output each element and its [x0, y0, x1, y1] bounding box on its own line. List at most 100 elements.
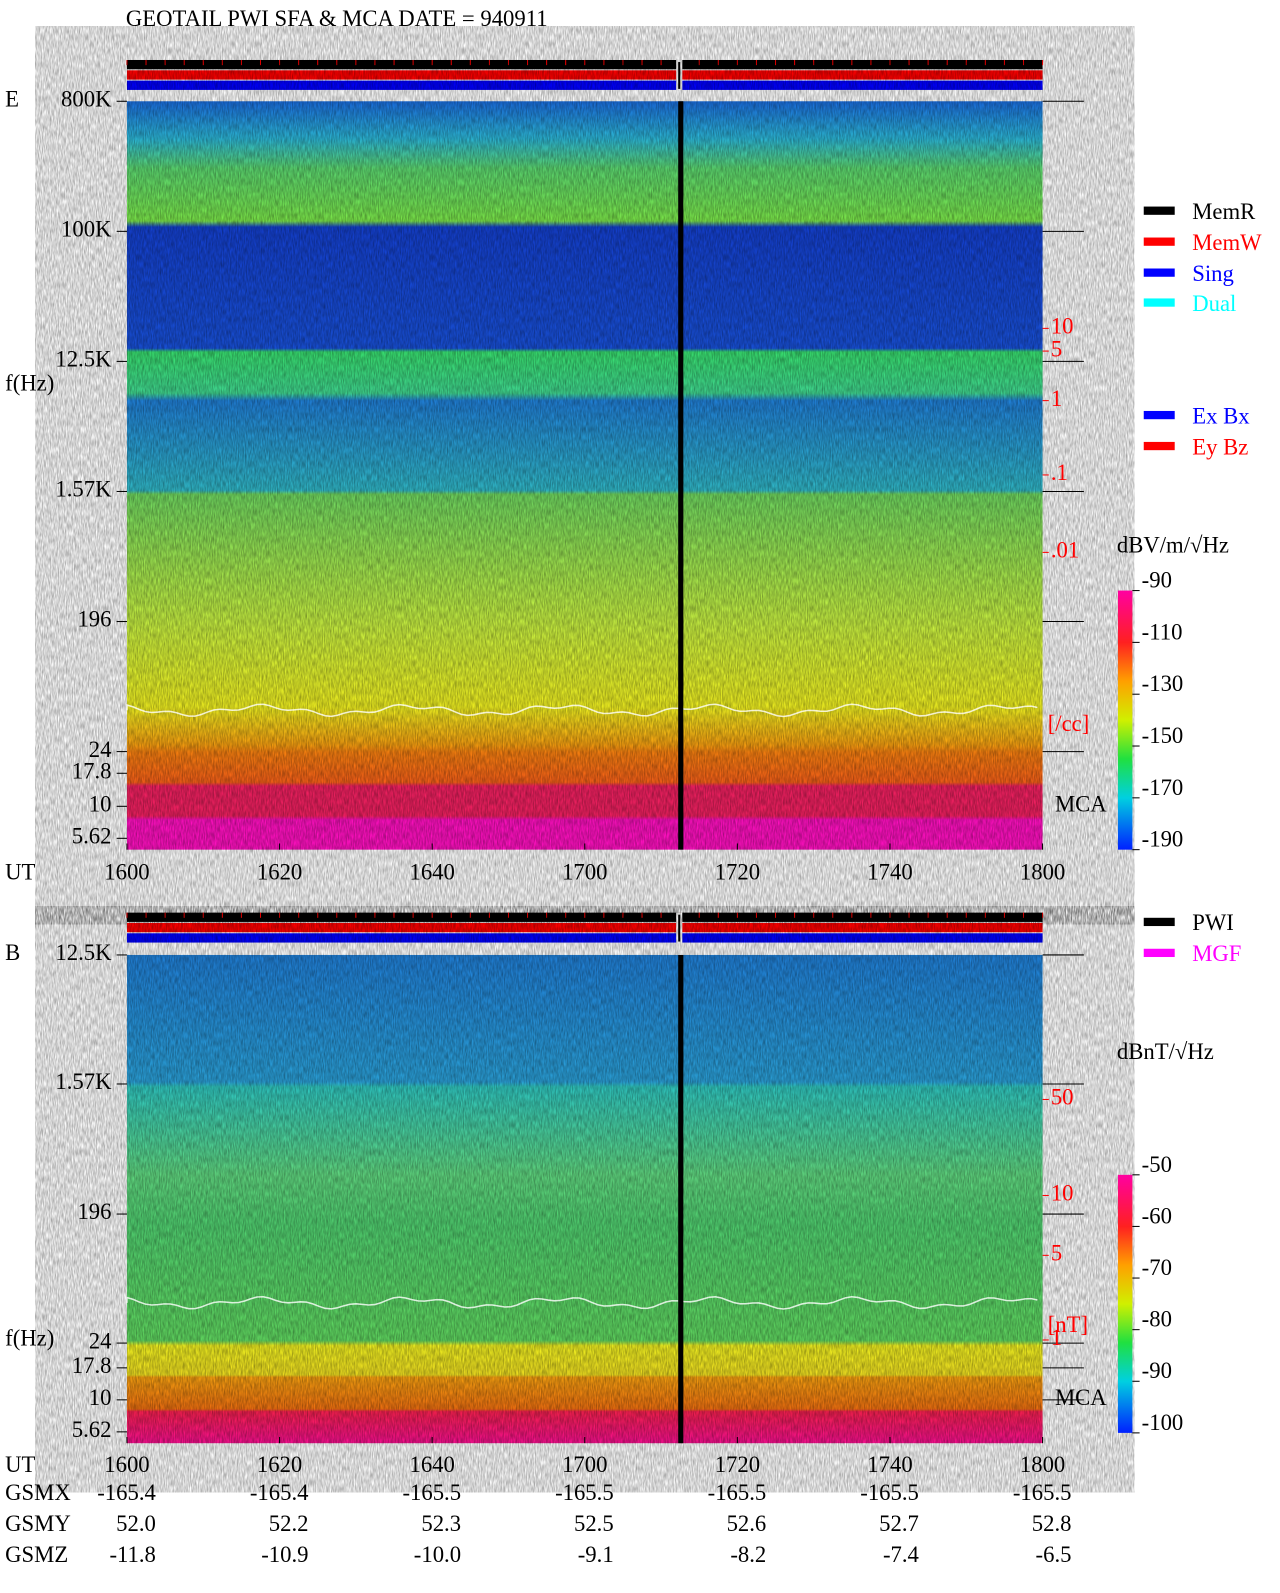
spectrogram-noise — [126, 954, 1043, 1444]
colorbar-tick-label: -60 — [1142, 1203, 1172, 1228]
orbit-value: -10.9 — [261, 1542, 308, 1567]
y-tick-label: 24 — [89, 737, 112, 762]
y-tick-label: 196 — [77, 607, 111, 632]
orbit-value: -10.0 — [414, 1542, 461, 1567]
legend-label: Ey Bz — [1192, 434, 1248, 459]
y-tick-label: 17.8 — [72, 1353, 112, 1378]
orbit-value: -165.5 — [860, 1480, 919, 1505]
title: GEOTAIL PWI SFA & MCA DATE = 940911 — [126, 6, 548, 31]
legend-label: MemR — [1192, 199, 1256, 224]
orbit-value: 52.8 — [1032, 1511, 1072, 1536]
orbit-value: -9.1 — [578, 1542, 614, 1567]
x-tick-label: 1700 — [562, 1452, 607, 1477]
orbit-value: 52.0 — [116, 1511, 156, 1536]
plasma-line — [126, 1295, 1038, 1310]
data-gap — [678, 101, 684, 850]
y-tick-label: 5.62 — [72, 824, 112, 849]
x-tick-label: 1600 — [104, 860, 149, 885]
orbit-value: 52.3 — [421, 1511, 461, 1536]
x-tick-label: 1720 — [715, 860, 760, 885]
legend-swatch — [1143, 441, 1175, 451]
legend-swatch — [1143, 206, 1175, 215]
orbit-value: -165.4 — [97, 1480, 156, 1505]
y-tick-label: 196 — [77, 1199, 111, 1224]
y-tick-label: 17.8 — [72, 758, 112, 783]
colorbar-tick-label: -50 — [1142, 1152, 1172, 1177]
status-bar — [126, 933, 1043, 943]
status-bar — [126, 70, 1043, 80]
right-tick-label: .01 — [1051, 538, 1079, 563]
orbit-value: -165.5 — [1013, 1480, 1072, 1505]
orbit-value: -7.4 — [883, 1542, 919, 1567]
colorbar-tick-label: -90 — [1142, 568, 1172, 593]
x-tick-label: 1740 — [867, 860, 912, 885]
orbit-label: GSMY — [5, 1511, 71, 1536]
spectrogram-noise — [126, 101, 1043, 850]
colorbar-tick-label: -110 — [1142, 619, 1183, 644]
legend-swatch — [1143, 268, 1175, 277]
colorbar-tick-label: -150 — [1142, 723, 1184, 748]
y-axis-label: f(Hz) — [5, 1326, 54, 1351]
x-tick-label: 1620 — [257, 1452, 302, 1477]
legend-label: Ex Bx — [1192, 403, 1250, 428]
x-tick-label: 1700 — [562, 860, 607, 885]
orbit-value: -165.5 — [402, 1480, 461, 1505]
orbit-value: -6.5 — [1036, 1542, 1072, 1567]
y-tick-label: 1.57K — [55, 477, 112, 502]
colorbar — [1117, 590, 1133, 850]
x-tick-label: 1800 — [1020, 1452, 1065, 1477]
orbit-value: 52.6 — [727, 1511, 767, 1536]
plasma-line — [126, 703, 1038, 718]
right-tick-label: 1 — [1051, 386, 1062, 411]
y-tick-label: 100K — [61, 217, 112, 242]
colorbar-tick-label: -90 — [1142, 1358, 1172, 1383]
mca-label: MCA — [1055, 1385, 1107, 1410]
right-tick-label: 50 — [1051, 1085, 1074, 1110]
colorbar-tick-label: -100 — [1142, 1410, 1184, 1435]
x-tick-label: 1800 — [1020, 860, 1065, 885]
orbit-value: -165.5 — [555, 1480, 614, 1505]
mca-label: MCA — [1055, 792, 1107, 817]
gap-mark — [678, 914, 681, 942]
x-tick-label: 1600 — [104, 1452, 149, 1477]
y-tick-label: 12.5K — [55, 347, 112, 372]
x-tick-label: 1740 — [867, 1452, 912, 1477]
right-tick-label: 1 — [1051, 1325, 1062, 1350]
legend-swatch — [1143, 237, 1175, 246]
orbit-value: -11.8 — [109, 1542, 155, 1567]
colorbar-tick-label: -170 — [1142, 775, 1184, 800]
x-tick-label: 1640 — [409, 1452, 454, 1477]
colorbar — [1117, 1174, 1133, 1433]
y-tick-label: 24 — [89, 1328, 112, 1353]
status-bar — [126, 922, 1043, 933]
right-tick-label: 10 — [1051, 1181, 1074, 1206]
legend-label: Dual — [1192, 291, 1236, 316]
status-bar — [126, 80, 1043, 90]
colorbar-unit: dBnT/√Hz — [1117, 1039, 1214, 1064]
orbit-value: 52.7 — [879, 1511, 919, 1536]
right-unit: [/cc] — [1048, 711, 1090, 736]
right-unit: [nT] — [1048, 1312, 1088, 1337]
y-axis-label: f(Hz) — [5, 370, 54, 395]
right-tick-label: .1 — [1051, 460, 1068, 485]
colorbar-tick-label: -70 — [1142, 1255, 1172, 1280]
orbit-value: 52.5 — [574, 1511, 614, 1536]
data-gap — [678, 954, 684, 1444]
y-tick-label: 10 — [89, 792, 112, 817]
legend-label: MGF — [1192, 941, 1241, 966]
y-tick-label: 800K — [61, 86, 112, 111]
panel-label: E — [5, 86, 19, 111]
orbit-label: GSMX — [5, 1480, 71, 1505]
legend-label: Sing — [1192, 261, 1234, 286]
legend-swatch — [1143, 948, 1175, 958]
colorbar-tick-label: -80 — [1142, 1307, 1172, 1332]
orbit-label: GSMZ — [5, 1542, 68, 1567]
x-axis-label: UT — [5, 1452, 35, 1477]
colorbar-tick-label: -130 — [1142, 671, 1184, 696]
x-tick-label: 1640 — [409, 860, 454, 885]
x-axis-label: UT — [5, 860, 35, 885]
gap-mark — [678, 62, 681, 89]
legend-swatch — [1143, 410, 1175, 420]
y-tick-label: 1.57K — [55, 1069, 112, 1094]
